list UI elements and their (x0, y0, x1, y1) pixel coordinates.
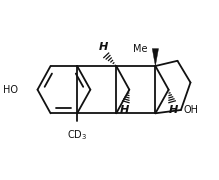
Text: H: H (120, 105, 129, 115)
Text: OH: OH (184, 105, 199, 115)
Text: H: H (169, 105, 178, 115)
Polygon shape (152, 49, 159, 66)
Text: H: H (99, 42, 108, 52)
Text: CD$_3$: CD$_3$ (67, 128, 87, 142)
Text: Me: Me (133, 44, 148, 54)
Text: HO: HO (3, 85, 18, 95)
